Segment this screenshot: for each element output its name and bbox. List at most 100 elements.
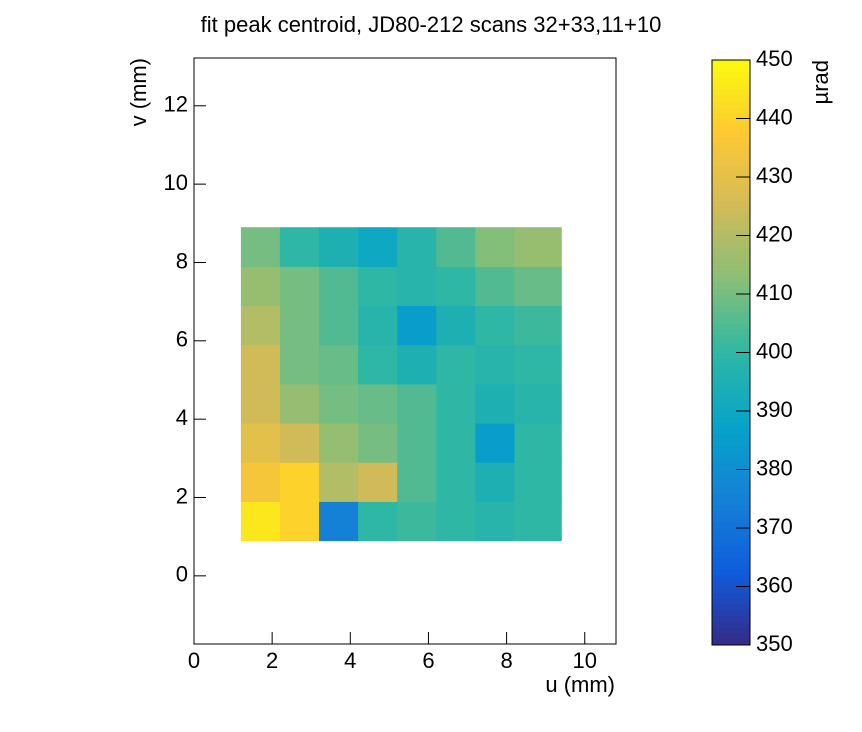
- heatmap-cell: [475, 305, 515, 346]
- heatmap-cell: [514, 423, 562, 463]
- colorbar-tick-label: 440: [756, 104, 793, 129]
- colorbar-segment: [712, 100, 750, 108]
- colorbar-segment: [712, 627, 750, 634]
- heatmap-cell: [475, 227, 515, 267]
- colorbar-segment: [712, 492, 750, 500]
- colorbar-segment: [712, 288, 750, 295]
- colorbar-segment: [712, 475, 750, 482]
- colorbar-tick-label: 430: [756, 163, 793, 188]
- colorbar-segment: [712, 592, 750, 599]
- colorbar-segment: [712, 440, 750, 447]
- colorbar-segment: [712, 586, 750, 593]
- colorbar-segment: [712, 130, 750, 137]
- heatmap-cell: [436, 305, 476, 346]
- heatmap-cell: [240, 266, 281, 307]
- heatmap-cell: [397, 423, 437, 463]
- colorbar-segment: [712, 212, 750, 219]
- colorbar-segment: [712, 364, 750, 371]
- colorbar-segment: [712, 504, 750, 511]
- heatmap-cell: [436, 423, 476, 463]
- colorbar-segment: [712, 282, 750, 289]
- colorbar-segment: [712, 229, 750, 236]
- colorbar-segment: [712, 89, 750, 96]
- colorbar-segment: [712, 533, 750, 541]
- heatmap-cell: [514, 305, 562, 346]
- heatmap-cell: [514, 344, 562, 385]
- chart-title: fit peak centroid, JD80-212 scans 32+33,…: [201, 12, 662, 37]
- colorbar-segment: [712, 639, 750, 646]
- colorbar-tick-label: 360: [756, 572, 793, 597]
- x-tick-label: 8: [500, 648, 512, 673]
- heatmap-cell: [319, 383, 359, 424]
- heatmap-cell: [475, 423, 515, 463]
- heatmap-cell: [397, 305, 437, 346]
- heatmap-cell: [358, 423, 398, 463]
- colorbar-segment: [712, 545, 750, 552]
- heatmap-cell: [514, 501, 562, 542]
- colorbar-segment: [712, 451, 750, 459]
- colorbar-tick-label: 350: [756, 631, 793, 656]
- colorbar-segment: [712, 112, 750, 119]
- colorbar-segment: [712, 463, 750, 470]
- heatmap-cell: [436, 227, 476, 267]
- heatmap-cell: [319, 305, 359, 346]
- colorbar-segment: [712, 276, 750, 283]
- colorbar-segment: [712, 375, 750, 383]
- heatmap-cell: [436, 266, 476, 307]
- heatmap-cell: [240, 383, 281, 424]
- x-axis-label: u (mm): [545, 672, 615, 697]
- colorbar-segment: [712, 241, 750, 248]
- y-axis-label: v (mm): [126, 58, 151, 126]
- x-tick-label: 0: [188, 648, 200, 673]
- heatmap-cell: [397, 227, 437, 267]
- x-tick-label: 4: [344, 648, 356, 673]
- heatmap-cell: [279, 462, 320, 502]
- heatmap-cell: [240, 344, 281, 385]
- y-tick-label: 8: [176, 248, 188, 273]
- heatmap-cell: [397, 501, 437, 542]
- colorbar-segment: [712, 71, 750, 79]
- colorbar-segment: [712, 568, 750, 576]
- colorbar-segment: [712, 235, 750, 242]
- heatmap-cell: [279, 227, 320, 267]
- colorbar-segment: [712, 340, 750, 348]
- heatmap-cell: [475, 501, 515, 542]
- x-tick-label: 6: [422, 648, 434, 673]
- heatmap-cell: [240, 462, 281, 502]
- colorbar-segment: [712, 182, 750, 190]
- heatmap-cell: [319, 423, 359, 463]
- colorbar-segment: [712, 311, 750, 318]
- heatmap-cell: [279, 383, 320, 424]
- colorbar-segment: [712, 159, 750, 166]
- colorbar-segment: [712, 141, 750, 149]
- heatmap-cell: [514, 227, 562, 267]
- y-tick-label: 6: [176, 327, 188, 352]
- colorbar-segment: [712, 223, 750, 231]
- colorbar-segment: [712, 106, 750, 114]
- colorbar-tick-label: 420: [756, 221, 793, 246]
- colorbar-segment: [712, 171, 750, 178]
- colorbar-segment: [712, 563, 750, 570]
- heatmap-cell: [358, 305, 398, 346]
- colorbar-segment: [712, 299, 750, 307]
- colorbar-segment: [712, 609, 750, 617]
- colorbar-segment: [712, 60, 750, 67]
- colorbar-segment: [712, 83, 750, 90]
- colorbar-tick-label: 380: [756, 455, 793, 480]
- heatmap-cell: [436, 462, 476, 502]
- colorbar-segment: [712, 294, 750, 301]
- colorbar-tick-label: 400: [756, 338, 793, 363]
- colorbar-segment: [712, 604, 750, 611]
- heatmap-cell: [436, 344, 476, 385]
- colorbar-segment: [712, 258, 750, 266]
- colorbar-segment: [712, 405, 750, 412]
- colorbar-segment: [712, 516, 750, 523]
- heatmap-cell: [279, 423, 320, 463]
- colorbar-segment: [712, 264, 750, 272]
- heatmap-cell: [319, 462, 359, 502]
- heatmap-cell: [358, 462, 398, 502]
- colorbar-segment: [712, 621, 750, 628]
- colorbar-segment: [712, 329, 750, 336]
- colorbar-segment: [712, 399, 750, 406]
- plot-frame: [193, 57, 617, 645]
